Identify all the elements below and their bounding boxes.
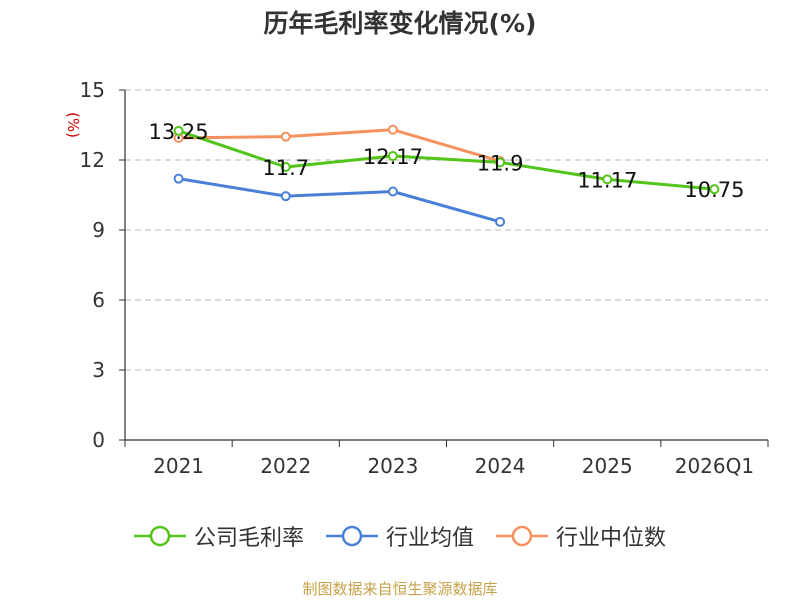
data-point [602, 174, 613, 185]
data-point [280, 191, 291, 202]
data-labels: 13.25 11.7 12.17 11.9 11.17 10.75 [149, 120, 745, 202]
x-tick-label: 2024 [475, 454, 526, 478]
x-tick-label: 2025 [582, 454, 633, 478]
data-label: 11.7 [262, 156, 309, 180]
data-label: 10.75 [684, 178, 744, 202]
data-point [387, 124, 398, 135]
series [173, 124, 720, 227]
x-tick-label: 2022 [260, 454, 311, 478]
data-point [173, 125, 184, 136]
grid-lines [125, 89, 768, 371]
y-tick-label: 3 [92, 358, 105, 382]
data-label: 12.17 [363, 145, 423, 169]
legend: 公司毛利率 行业均值 行业中位数 [0, 520, 800, 552]
axes: 0 3 6 9 12 15 2021 2022 2023 2024 2025 2026Q1 [80, 78, 769, 478]
series-line [178, 128, 501, 163]
legend-label: 行业均值 [385, 526, 474, 551]
data-label: 11.9 [477, 151, 524, 175]
legend-line-marker-icon [325, 525, 378, 547]
y-axis-label: (%) [64, 112, 82, 138]
x-tick-label: 2026Q1 [675, 454, 754, 478]
data-point [173, 173, 184, 184]
data-label: 11.17 [577, 168, 637, 192]
series-line [178, 177, 501, 224]
data-point [495, 216, 506, 227]
data-point [387, 186, 398, 197]
legend-line-marker-icon [496, 525, 548, 547]
legend-label: 公司毛利率 [193, 526, 304, 551]
x-tick-label: 2021 [153, 454, 204, 478]
data-point [495, 157, 506, 168]
y-tick-label: 15 [80, 78, 105, 102]
chart-title: 历年毛利率变化情况(%) [263, 9, 537, 38]
legend-item[interactable]: 行业均值 [325, 520, 474, 552]
x-tick-label: 2023 [367, 454, 418, 478]
series-line [178, 129, 715, 191]
legend-item[interactable]: 行业中位数 [496, 520, 666, 552]
y-tick-label: 0 [92, 428, 105, 452]
legend-label: 行业中位数 [556, 526, 667, 551]
legend-line-marker-icon [133, 525, 186, 547]
data-point [387, 151, 398, 162]
data-label: 13.25 [149, 120, 209, 144]
data-point [280, 162, 291, 172]
legend-item[interactable]: 公司毛利率 [133, 520, 304, 552]
y-tick-label: 9 [92, 218, 105, 242]
source-note: 制图数据来自恒生聚源数据库 [302, 580, 498, 598]
data-point [709, 184, 720, 195]
y-tick-label: 6 [92, 288, 105, 312]
y-tick-label: 12 [80, 148, 105, 172]
data-point [280, 131, 291, 142]
